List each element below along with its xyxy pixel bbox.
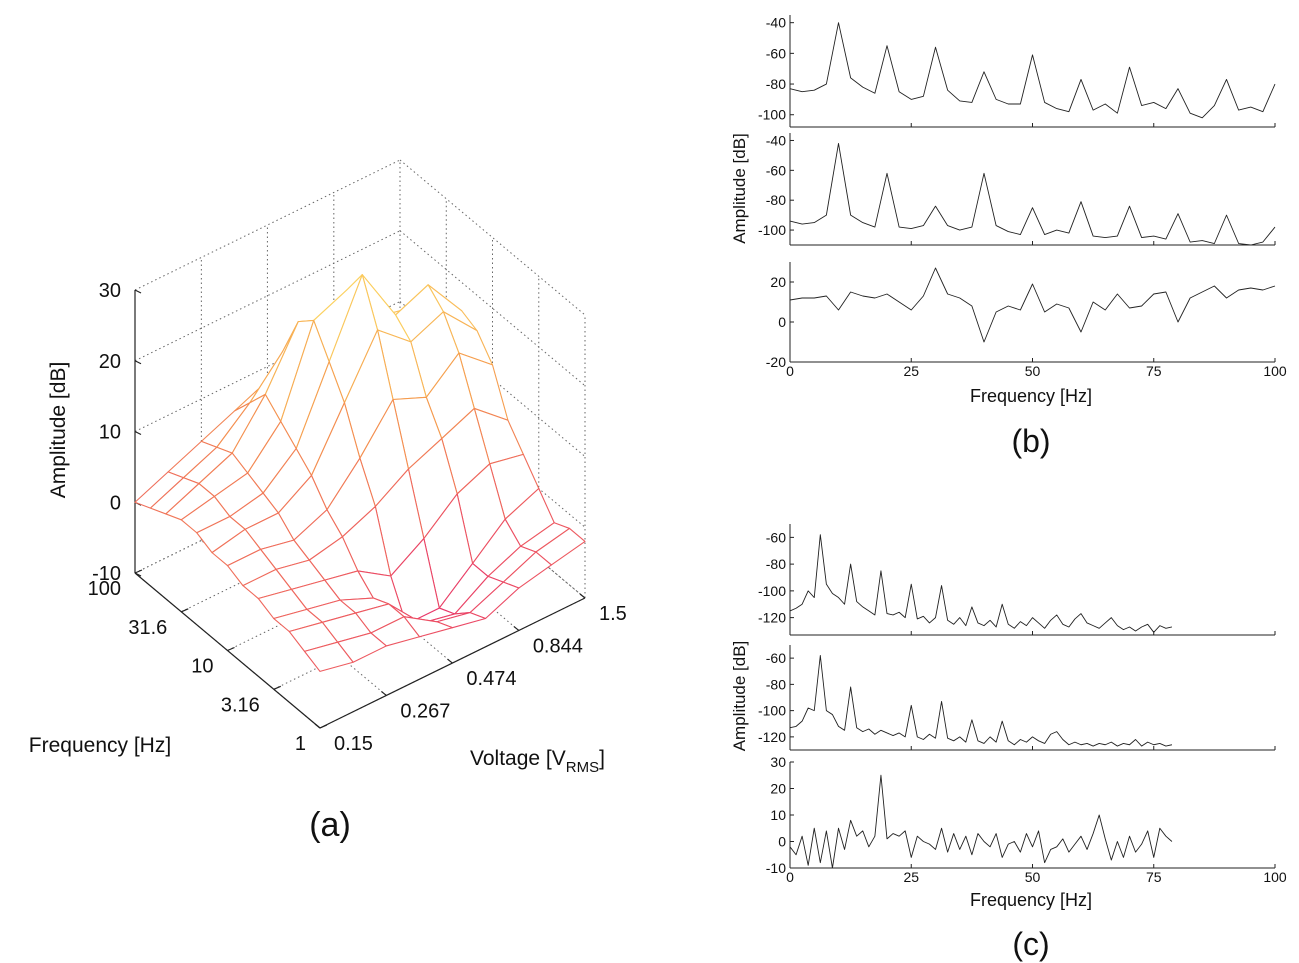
- y-axis-label: Frequency [Hz]: [29, 734, 171, 757]
- x-axis-label-main: Voltage [V: [470, 747, 566, 770]
- x-tick-label: 25: [903, 363, 919, 379]
- x-tick-label: 0.844: [533, 635, 583, 657]
- tick-mark: [134, 360, 142, 365]
- x-tick-label: 0: [786, 869, 794, 885]
- y-tick-label: -60: [766, 529, 786, 545]
- y-tick-label: -80: [766, 556, 786, 572]
- z-tick-label: 20: [99, 351, 121, 373]
- x-tick-label: 75: [1146, 363, 1162, 379]
- tick-mark: [134, 572, 142, 577]
- y-tick-label: -10: [766, 860, 786, 876]
- y-tick-label: -100: [758, 107, 786, 123]
- grid-line: [134, 159, 401, 291]
- tick-mark: [513, 625, 520, 631]
- y-tick-label: -120: [758, 729, 786, 745]
- z-tick-label: 10: [99, 422, 121, 444]
- y-tick-label: -80: [766, 192, 786, 208]
- line: [789, 655, 1173, 747]
- y-axis-label: Amplitude [dB]: [730, 641, 749, 752]
- y-tick-label: -80: [766, 76, 786, 92]
- x-tick-label: 0.474: [466, 668, 516, 690]
- y-tick-label: 100: [88, 578, 121, 600]
- x-tick-label: 0.15: [334, 733, 373, 755]
- line: [789, 22, 1276, 119]
- x-tick-label: 75: [1146, 869, 1162, 885]
- tick-mark: [314, 723, 321, 729]
- x-tick-label: 0.267: [400, 700, 450, 722]
- y-tick-label: -100: [758, 583, 786, 599]
- z-axis-label: Amplitude [dB]: [47, 362, 70, 499]
- tick-mark: [134, 569, 143, 574]
- y-tick-label: 1: [295, 733, 306, 755]
- caption: (b): [1011, 423, 1050, 459]
- y-tick-label: 0: [778, 834, 786, 850]
- x-axis-label: Frequency [Hz]: [970, 386, 1092, 406]
- tick-mark: [447, 658, 453, 664]
- y-tick-label: -60: [766, 45, 786, 61]
- y-tick-label: 20: [770, 781, 786, 797]
- tick-mark: [134, 430, 142, 436]
- y-tick-label: -60: [766, 650, 786, 666]
- tick-mark: [273, 685, 282, 690]
- tick-mark: [134, 289, 142, 294]
- x-tick-label: 50: [1025, 869, 1041, 885]
- y-tick-label: 3.16: [221, 694, 260, 716]
- y-tick-label: -20: [766, 354, 786, 370]
- y-tick-label: 31.6: [128, 617, 167, 639]
- y-tick-label: -80: [766, 676, 786, 692]
- tick-mark: [579, 593, 586, 599]
- y-tick-label: 10: [191, 656, 213, 678]
- tick-mark: [319, 724, 328, 729]
- tick-mark: [181, 608, 189, 613]
- x-axis-label-end: ]: [599, 747, 605, 770]
- x-tick-label: 100: [1263, 363, 1287, 379]
- y-tick-label: -40: [766, 132, 786, 148]
- tick-mark: [227, 646, 235, 652]
- x-axis-label: Voltage [VRMS]: [470, 747, 605, 776]
- x-tick-label: 0: [786, 363, 794, 379]
- x-axis-line: [319, 597, 586, 729]
- z-tick-label: 0: [110, 492, 121, 514]
- line: [789, 143, 1276, 246]
- x-tick-label: 25: [903, 869, 919, 885]
- x-axis-label-sub: RMS: [566, 759, 599, 776]
- y-tick-label: 0: [778, 314, 786, 330]
- line: [789, 534, 1173, 633]
- surface-face: [303, 641, 354, 672]
- x-axis-label: Frequency [Hz]: [970, 890, 1092, 910]
- x-tick-label: 100: [1263, 869, 1287, 885]
- y-tick-label: -40: [766, 15, 786, 31]
- y-tick-label: -100: [758, 222, 786, 238]
- z-tick-label: 30: [99, 280, 121, 302]
- line: [789, 267, 1276, 343]
- x-tick-label: 1.5: [599, 603, 627, 625]
- y-axis-label: Amplitude [dB]: [730, 133, 749, 244]
- y-tick-label: 10: [770, 807, 786, 823]
- y-tick-label: -100: [758, 703, 786, 719]
- tick-mark: [380, 690, 387, 696]
- caption: (a): [309, 806, 351, 844]
- caption: (c): [1012, 926, 1049, 962]
- y-tick-label: -60: [766, 162, 786, 178]
- y-tick-label: -120: [758, 610, 786, 626]
- z-tick-label: -10: [92, 563, 121, 585]
- x-tick-label: 50: [1025, 363, 1041, 379]
- y-tick-label: 20: [770, 274, 786, 290]
- line: [789, 774, 1173, 869]
- y-tick-label: 30: [770, 754, 786, 770]
